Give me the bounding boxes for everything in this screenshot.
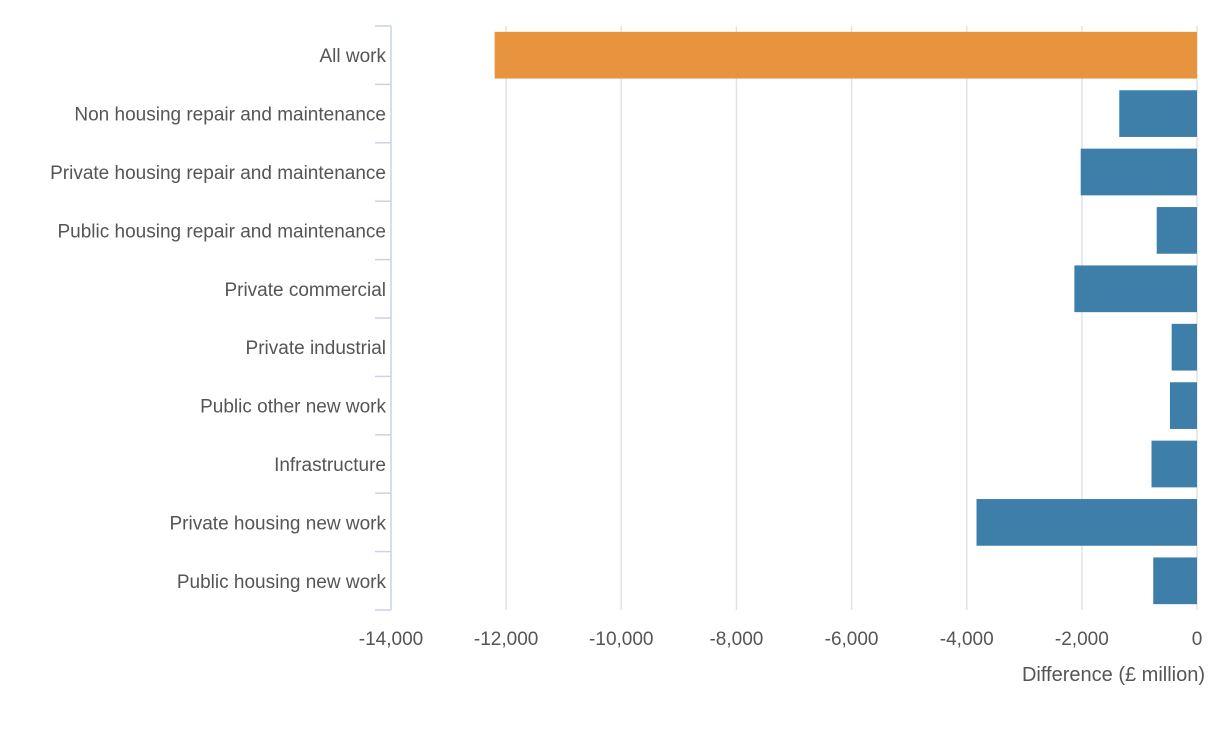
x-tick-label-0: -14,000 (359, 629, 423, 650)
x-axis-ticks: -14,000 -12,000 -10,000 -8,000 -6,000 -4,000 -… (359, 629, 1203, 650)
bar-1 (1119, 90, 1197, 137)
x-tick-label-3: -8,000 (709, 629, 763, 650)
bar-6 (1169, 382, 1197, 429)
bar-9 (1153, 557, 1197, 605)
x-tick-label-6: -2,000 (1055, 629, 1109, 650)
x-tick-label-7: 0 (1192, 629, 1203, 650)
bars (494, 31, 1198, 605)
y-axis: All work Non housing repair and maintenan… (50, 25, 392, 611)
bar-3 (1156, 207, 1197, 254)
bar-0 (494, 31, 1198, 79)
category-label-1: Non housing repair and maintenance (74, 105, 386, 126)
bar-2 (1080, 148, 1197, 196)
category-label-7: Infrastructure (274, 455, 386, 476)
bar-8 (976, 499, 1197, 546)
bar-4 (1074, 265, 1197, 313)
category-label-6: Public other new work (200, 397, 386, 418)
bar-7 (1151, 440, 1197, 488)
category-label-8: Private housing new work (170, 513, 387, 534)
category-label-0: All work (319, 46, 386, 67)
x-tick-label-1: -12,000 (474, 629, 538, 650)
category-label-3: Public housing repair and maintenance (58, 221, 387, 242)
category-label-5: Private industrial (246, 338, 386, 359)
bar-5 (1171, 323, 1197, 371)
x-tick-label-2: -10,000 (589, 629, 653, 650)
category-label-2: Private housing repair and maintenance (50, 163, 386, 184)
x-axis-title: Difference (£ million) (1022, 664, 1205, 686)
category-label-9: Public housing new work (177, 572, 387, 593)
x-tick-label-5: -4,000 (940, 629, 994, 650)
x-tick-label-4: -6,000 (825, 629, 879, 650)
category-label-4: Private commercial (224, 280, 386, 301)
